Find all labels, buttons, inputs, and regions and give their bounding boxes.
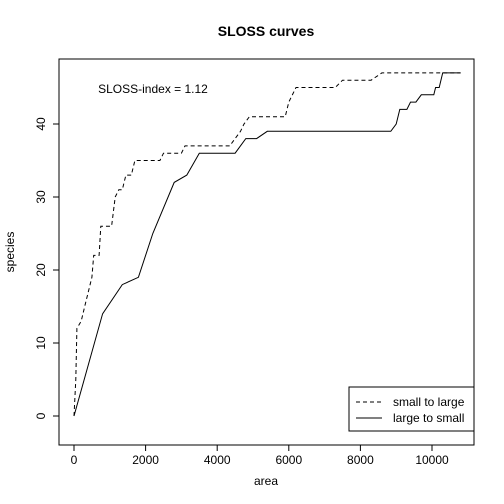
x-tick-label: 8000 bbox=[347, 453, 374, 467]
x-tick-label: 0 bbox=[71, 453, 78, 467]
y-tick-label: 40 bbox=[34, 117, 48, 131]
y-tick-label: 20 bbox=[34, 263, 48, 277]
x-tick-label: 10000 bbox=[415, 453, 449, 467]
y-tick-label: 10 bbox=[34, 336, 48, 350]
x-tick-label: 6000 bbox=[275, 453, 302, 467]
x-axis-label: area bbox=[254, 474, 278, 488]
legend-label-large-to-small: large to small bbox=[393, 411, 464, 425]
x-axis: 0 2000 4000 6000 8000 10000 bbox=[71, 445, 449, 467]
x-tick-label: 2000 bbox=[132, 453, 159, 467]
legend: small to large large to small bbox=[349, 387, 474, 431]
legend-label-small-to-large: small to large bbox=[393, 395, 465, 409]
y-tick-label: 0 bbox=[34, 412, 48, 419]
sloss-index-annotation: SLOSS-index = 1.12 bbox=[98, 82, 208, 96]
series-line-small-to-large bbox=[74, 73, 461, 416]
y-axis: 0 10 20 30 40 bbox=[34, 117, 59, 419]
x-tick-label: 4000 bbox=[204, 453, 231, 467]
y-tick-label: 30 bbox=[34, 190, 48, 204]
series-layer bbox=[74, 73, 461, 416]
chart-title: SLOSS curves bbox=[218, 23, 315, 39]
y-axis-label: species bbox=[3, 232, 17, 273]
series-line-large-to-small bbox=[74, 73, 461, 416]
